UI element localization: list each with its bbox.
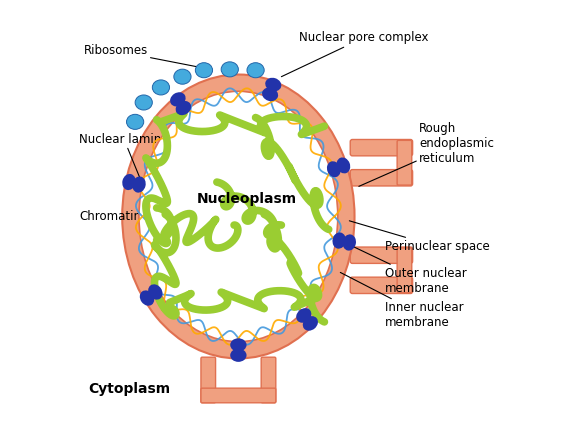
Ellipse shape <box>140 291 154 306</box>
Ellipse shape <box>296 308 311 323</box>
Ellipse shape <box>343 234 356 251</box>
Ellipse shape <box>139 91 338 342</box>
Ellipse shape <box>153 80 169 95</box>
Text: Outer nuclear
membrane: Outer nuclear membrane <box>353 247 466 295</box>
FancyBboxPatch shape <box>201 388 276 403</box>
Ellipse shape <box>177 101 184 107</box>
FancyBboxPatch shape <box>261 357 276 403</box>
Ellipse shape <box>132 180 136 187</box>
FancyBboxPatch shape <box>397 140 412 185</box>
Ellipse shape <box>122 174 136 190</box>
Text: Nucleoplasm: Nucleoplasm <box>197 192 297 206</box>
Ellipse shape <box>230 338 246 352</box>
FancyBboxPatch shape <box>397 248 412 293</box>
Text: Ribosomes: Ribosomes <box>84 44 208 69</box>
FancyBboxPatch shape <box>350 170 412 186</box>
Ellipse shape <box>265 78 281 91</box>
Ellipse shape <box>342 238 346 245</box>
Ellipse shape <box>303 316 318 331</box>
Ellipse shape <box>132 177 146 193</box>
Ellipse shape <box>135 95 153 110</box>
Ellipse shape <box>174 69 191 84</box>
Ellipse shape <box>148 292 154 298</box>
Ellipse shape <box>176 101 191 115</box>
Text: Perinuclear space: Perinuclear space <box>349 221 490 253</box>
Text: Cytoplasm: Cytoplasm <box>88 381 170 396</box>
FancyBboxPatch shape <box>350 277 412 294</box>
Text: Chromatin: Chromatin <box>79 210 169 234</box>
Ellipse shape <box>332 233 346 249</box>
Ellipse shape <box>170 92 186 107</box>
Ellipse shape <box>327 161 340 177</box>
Ellipse shape <box>247 63 264 78</box>
Ellipse shape <box>336 164 341 171</box>
Text: Nuclear pore complex: Nuclear pore complex <box>281 32 428 77</box>
Ellipse shape <box>221 62 238 77</box>
FancyBboxPatch shape <box>350 139 412 156</box>
Ellipse shape <box>304 317 310 322</box>
Ellipse shape <box>126 114 144 129</box>
Ellipse shape <box>122 74 354 359</box>
Ellipse shape <box>262 87 278 101</box>
Text: Inner nuclear
membrane: Inner nuclear membrane <box>340 272 463 330</box>
Ellipse shape <box>268 87 276 92</box>
Text: Rough
endoplasmic
reticulum: Rough endoplasmic reticulum <box>359 122 494 186</box>
FancyBboxPatch shape <box>201 357 216 403</box>
FancyBboxPatch shape <box>350 247 412 263</box>
Ellipse shape <box>235 348 242 352</box>
Ellipse shape <box>230 349 246 362</box>
Ellipse shape <box>336 158 350 173</box>
Text: Nuclear lamina: Nuclear lamina <box>79 132 169 182</box>
Ellipse shape <box>148 284 162 300</box>
Ellipse shape <box>195 63 212 78</box>
